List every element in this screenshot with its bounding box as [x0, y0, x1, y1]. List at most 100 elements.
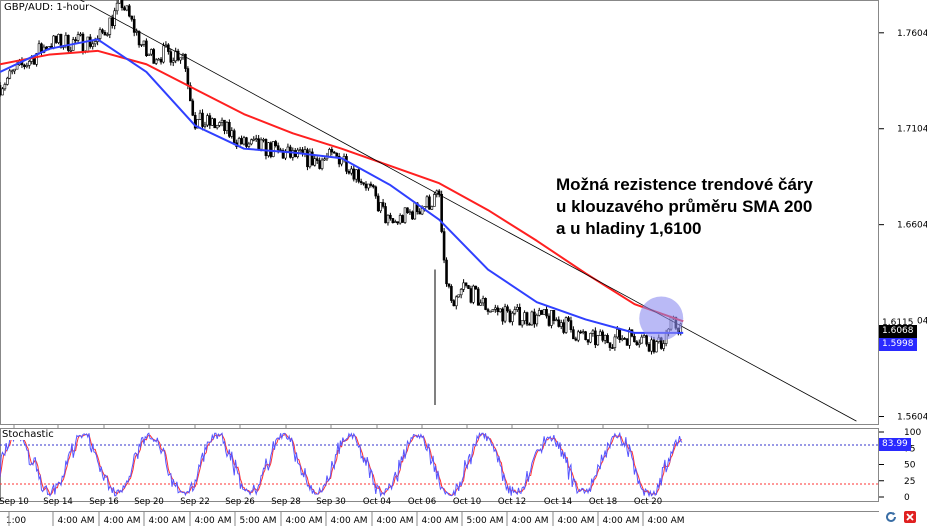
candle-body — [469, 288, 473, 303]
candle-body — [311, 151, 314, 166]
candle-body — [115, 2, 119, 12]
candle-body — [101, 29, 104, 33]
candle-body — [74, 39, 77, 41]
symbol-label: GBP/AUD: 1-hour — [3, 2, 91, 13]
candle-body — [479, 302, 482, 306]
candle-body — [328, 149, 331, 157]
candle-body — [508, 310, 512, 323]
candle-body — [191, 100, 195, 116]
candle-body — [633, 335, 636, 343]
close-icon[interactable] — [903, 510, 917, 524]
candle-body — [203, 124, 207, 127]
resistance-highlight — [639, 296, 684, 341]
candle-body — [162, 45, 165, 63]
candle-body — [498, 308, 502, 313]
time-tick-label: 4:00 AM — [422, 516, 459, 526]
candle-body — [437, 190, 441, 195]
candle-body — [564, 317, 568, 333]
candle-body — [628, 329, 631, 346]
candle-body — [491, 309, 495, 312]
candle-body — [123, 7, 126, 11]
candle-body — [335, 152, 339, 157]
candle-body — [315, 158, 319, 161]
candle-body — [403, 207, 407, 223]
candle-body — [64, 34, 68, 47]
candle-body — [518, 306, 522, 326]
candle-body — [0, 85, 2, 96]
date-tick-label: Oct 12 — [498, 497, 526, 507]
sma-price-tag: 1.5998 — [879, 338, 917, 351]
refresh-icon[interactable] — [884, 510, 898, 524]
candle-body — [337, 155, 341, 165]
candle-body — [340, 158, 343, 165]
candle-body — [594, 330, 597, 346]
candle-body — [481, 298, 485, 304]
candle-body — [223, 119, 226, 131]
candle-body — [642, 335, 646, 338]
candle-body — [350, 168, 353, 174]
candle-body — [613, 336, 617, 348]
candle-body — [174, 50, 177, 62]
price-tick-label: 1.7104 — [897, 125, 927, 135]
candle-body — [408, 211, 412, 214]
time-tick-label: 4:00 AM — [512, 516, 549, 526]
candle-body — [589, 333, 592, 343]
candle-body — [79, 33, 82, 36]
candle-body — [530, 311, 534, 326]
date-tick-label: Sep 22 — [180, 497, 210, 507]
candle-body — [186, 68, 190, 86]
date-tick-label: Sep 16 — [89, 497, 119, 507]
candle-body — [359, 181, 363, 183]
candle-body — [8, 70, 12, 79]
candle-body — [330, 149, 334, 153]
candle-body — [506, 306, 509, 312]
candle-body — [411, 211, 414, 220]
candle-body — [196, 119, 199, 129]
candle-body — [433, 194, 436, 207]
candle-body — [269, 142, 273, 157]
candle-body — [520, 320, 524, 326]
candle-body — [525, 312, 529, 325]
candle-body — [652, 339, 656, 353]
candle-body — [308, 151, 312, 168]
candle-body — [274, 141, 278, 146]
candle-body — [103, 32, 107, 36]
candle-body — [189, 85, 192, 102]
candle-body — [596, 335, 600, 346]
candle-body — [232, 130, 236, 144]
candle-body — [391, 218, 395, 223]
candle-body — [206, 115, 209, 126]
trendline — [80, 0, 857, 422]
candle-body — [125, 5, 129, 11]
candle-body — [503, 306, 507, 322]
candle-body — [645, 335, 648, 345]
date-tick-label: Oct 20 — [634, 497, 662, 507]
sma100-line — [0, 38, 684, 334]
candle-body — [452, 300, 456, 307]
sma200-line — [0, 49, 684, 323]
stoch-tick-label: 25 — [904, 477, 915, 487]
candle-body — [13, 68, 16, 72]
candle-body — [384, 206, 387, 224]
candle-body — [396, 221, 400, 224]
candle-body — [555, 319, 558, 322]
time-tick-label: 4:00 AM — [377, 516, 414, 526]
candle-body — [198, 112, 202, 120]
candle-body — [118, 0, 121, 4]
candle-body — [257, 138, 260, 150]
candle-body — [647, 343, 651, 352]
candle-body — [430, 206, 434, 210]
candle-body — [25, 65, 29, 68]
candle-body — [142, 40, 146, 45]
candle-body — [67, 34, 70, 51]
candle-body — [164, 44, 168, 47]
date-tick-label: Oct 06 — [408, 497, 436, 507]
candle-body — [157, 58, 160, 61]
current-price-tag: 1.6068 — [879, 325, 917, 338]
candle-body — [440, 193, 443, 232]
candle-body — [586, 339, 590, 343]
time-tick-label: 4:00 AM — [603, 516, 640, 526]
candle-body — [616, 329, 619, 338]
candle-body — [247, 143, 251, 147]
